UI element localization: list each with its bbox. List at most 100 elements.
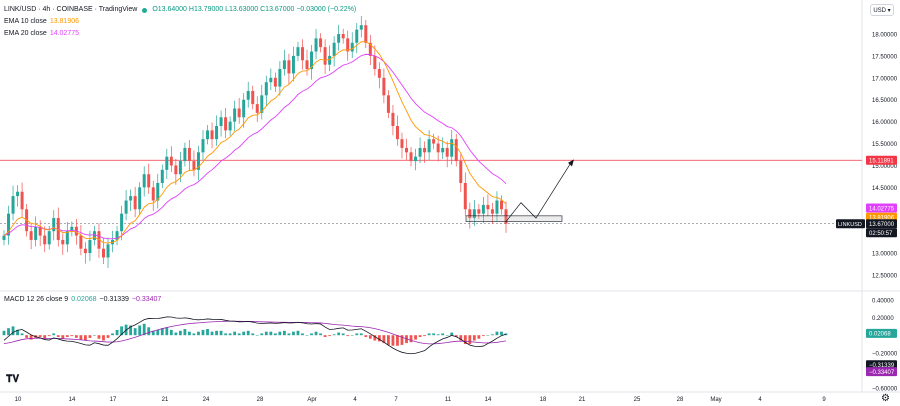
macd-histogram-bar	[491, 334, 494, 336]
candle-body	[477, 209, 481, 214]
macd-histogram-bar	[314, 331, 318, 336]
macd-histogram-bar	[111, 333, 114, 336]
currency-button[interactable]: USD ▾	[870, 4, 894, 16]
macd-histogram-bar	[396, 335, 399, 346]
candle-body	[142, 174, 146, 188]
consolidation-box	[465, 215, 563, 222]
price-badge-label: 02:50:57	[869, 231, 893, 237]
candle-body	[20, 191, 24, 210]
candle-body	[287, 60, 291, 74]
macd-legend[interactable]: MACD 12 26 close 9 0.02068 −0.31339 −0.3…	[4, 296, 161, 303]
candle-body	[228, 121, 232, 131]
candle-body	[101, 248, 105, 258]
macd-histogram-bar	[2, 330, 6, 336]
price-badge-bg	[866, 203, 897, 213]
price-tick-label: 16.00000	[872, 120, 898, 126]
macd-histogram-bar	[359, 333, 363, 336]
ohlc-values: O13.64000 H13.79000 L13.63000 C13.67000 …	[152, 6, 357, 13]
candle-body	[242, 99, 246, 118]
price-badge: 14.02775	[866, 203, 897, 213]
candle-body	[328, 55, 332, 65]
macd-histogram-bar	[65, 335, 69, 337]
macd-histogram-bar	[305, 335, 309, 336]
symbol-badge-label: LINKUSD	[838, 222, 862, 228]
candle-body	[156, 182, 160, 201]
ema10-line	[3, 41, 507, 244]
macd-histogram-bar	[160, 328, 164, 336]
candle-body	[405, 147, 409, 153]
macd-histogram-bar	[228, 333, 232, 336]
candle-body	[459, 161, 463, 183]
candle-body	[147, 174, 151, 188]
macd-histogram-bar	[310, 333, 313, 336]
macd-histogram-bar	[7, 328, 10, 336]
time-tick-label: 28	[677, 397, 684, 403]
macd-histogram-bar	[147, 327, 151, 336]
candle-body	[92, 231, 96, 240]
macd-badge: −0.33407	[866, 367, 897, 377]
macd-histogram-bar	[219, 330, 223, 336]
candle-body	[43, 235, 47, 245]
candle-body	[441, 147, 445, 153]
candle-body	[255, 104, 259, 113]
time-tick-label: 9	[822, 397, 826, 403]
candle-body	[133, 196, 137, 210]
candle-body	[264, 82, 268, 96]
macd-histogram-bar	[287, 333, 291, 336]
ema20-line	[3, 53, 507, 240]
macd-histogram-bar	[423, 335, 426, 337]
candle-body	[432, 139, 436, 144]
candle-body	[11, 196, 15, 214]
symbol-title[interactable]: LINK/USD · 4h · COINBASE · TradingView	[4, 6, 138, 13]
candle-body	[450, 139, 454, 157]
tradingview-logo-icon[interactable]: 𝐓𝐕	[6, 374, 20, 385]
ema10-legend[interactable]: EMA 10 close 13.81906	[4, 16, 356, 28]
macd-histogram-bar	[368, 335, 372, 339]
candle-body	[88, 239, 92, 254]
macd-histogram-bar	[178, 330, 182, 336]
candle-body	[115, 231, 119, 240]
candle-body	[210, 130, 214, 140]
macd-histogram-bar	[468, 335, 472, 344]
price-badge: 15.11891	[866, 155, 897, 165]
macd-label: MACD 12 26 close 9	[4, 296, 69, 303]
time-tick-label: 28	[257, 397, 264, 403]
macd-histogram-bar	[463, 335, 467, 344]
time-tick-label: 10	[15, 397, 22, 403]
candle-body	[319, 38, 323, 48]
candle-body	[61, 239, 65, 245]
candle-body	[138, 187, 142, 210]
macd-histogram-bar	[260, 333, 264, 336]
candle-body	[2, 235, 6, 240]
macd-histogram-bar	[192, 333, 196, 336]
macd-histogram-bar	[269, 331, 273, 336]
gear-icon[interactable]: ⚙	[881, 393, 890, 404]
candle-body	[400, 139, 404, 148]
candle-body	[260, 95, 264, 113]
candle-body	[300, 47, 304, 61]
candle-body	[368, 42, 372, 56]
candle-body	[187, 147, 191, 162]
time-tick-label: Apr	[307, 397, 316, 403]
candle-body	[246, 90, 250, 100]
candle-body	[29, 231, 33, 240]
macd-histogram-bar	[197, 331, 200, 336]
price-tick-label: 18.00000	[872, 33, 898, 39]
symbol-row[interactable]: LINK/USD · 4h · COINBASE · TradingView O…	[4, 4, 356, 16]
candle-body	[70, 226, 74, 232]
macd-histogram-bar	[337, 332, 341, 336]
macd-histogram-bar	[427, 333, 431, 336]
candle-body	[16, 191, 20, 197]
candle-body	[314, 38, 318, 52]
macd-histogram-bar	[346, 335, 350, 337]
macd-histogram-bar	[115, 329, 119, 336]
price-tick-label: 13.00000	[872, 252, 898, 258]
candle-body	[481, 204, 485, 214]
macd-histogram-bar	[165, 327, 169, 336]
macd-histogram-bar	[183, 329, 187, 336]
ema10-value: 13.81906	[49, 18, 80, 25]
candle-body	[382, 77, 386, 96]
ema20-legend[interactable]: EMA 20 close 14.02775	[4, 28, 356, 40]
